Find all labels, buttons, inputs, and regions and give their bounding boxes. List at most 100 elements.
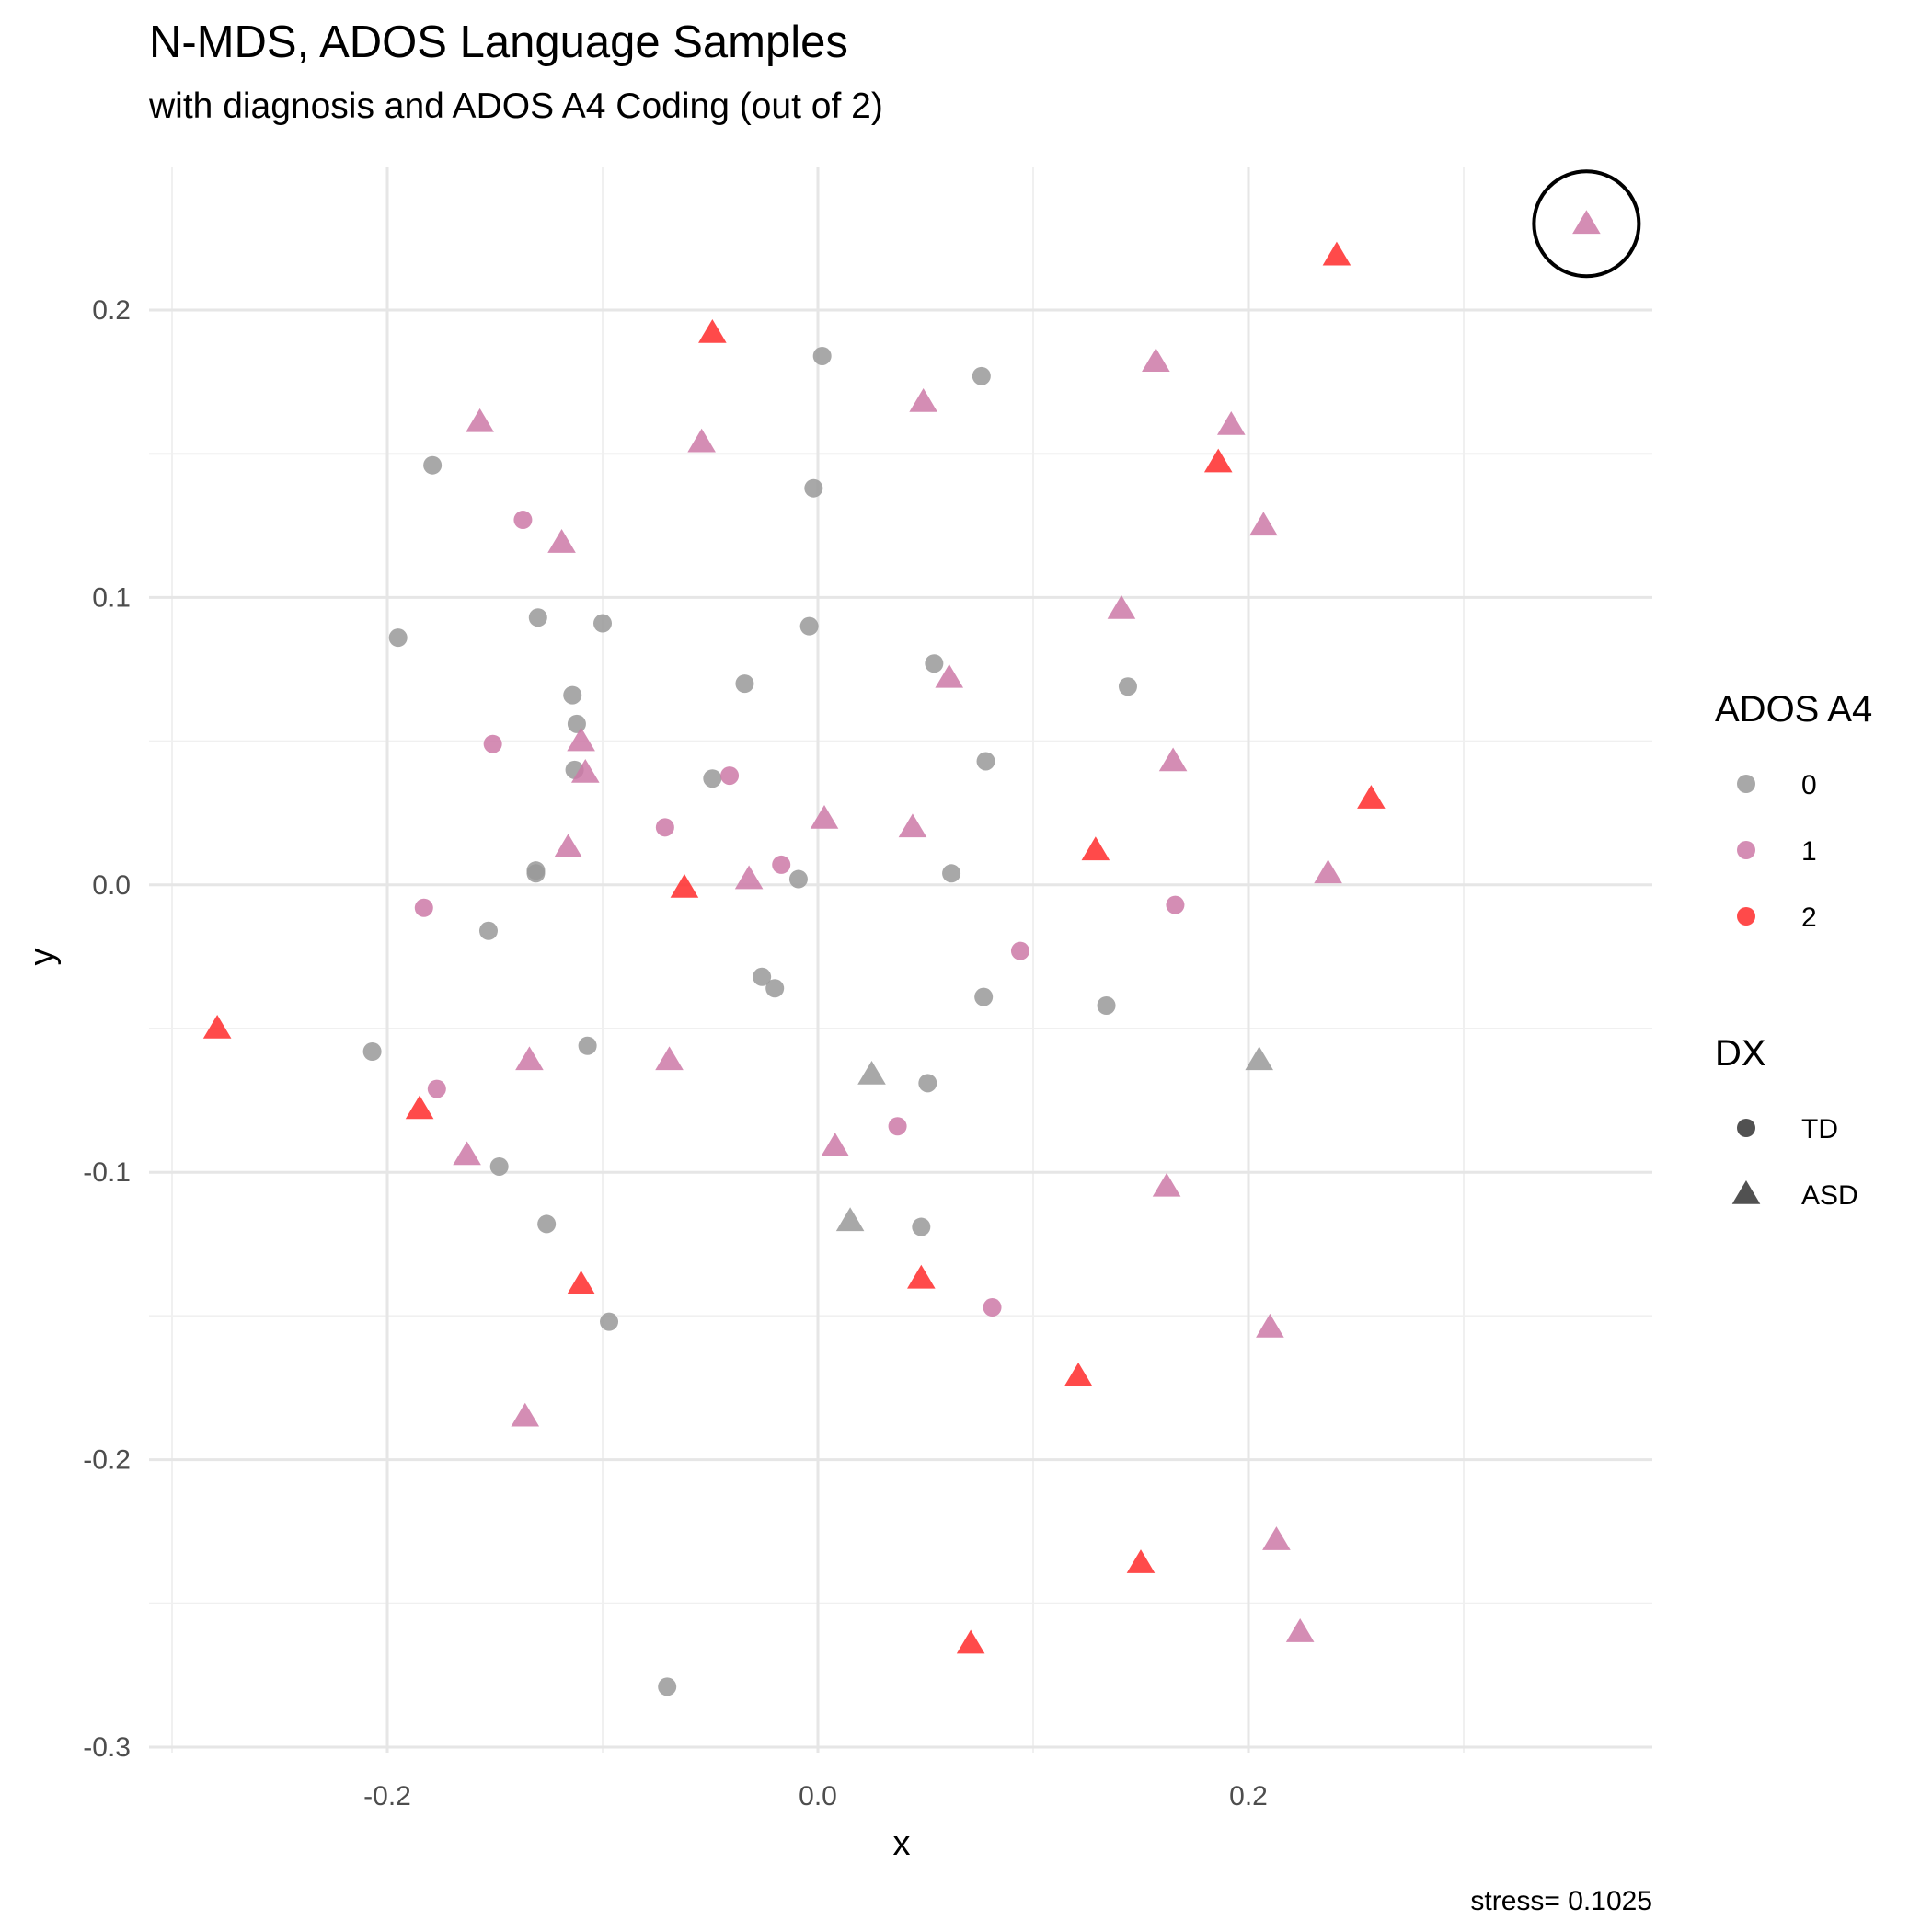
data-point-asd bbox=[734, 865, 764, 890]
data-point-asd bbox=[453, 1141, 481, 1166]
chart-subtitle: with diagnosis and ADOS A4 Coding (out o… bbox=[148, 86, 883, 126]
data-point-asd bbox=[898, 813, 927, 838]
data-point-asd bbox=[907, 1264, 936, 1289]
data-point-td bbox=[513, 511, 533, 530]
data-point-asd bbox=[1285, 1618, 1315, 1642]
data-point-asd bbox=[1357, 785, 1386, 809]
data-point-td bbox=[578, 1036, 597, 1055]
data-point-td bbox=[753, 967, 772, 986]
data-point-td bbox=[765, 979, 785, 998]
data-point-td bbox=[703, 769, 722, 788]
legend: ADOS A4 DX 0 1 2 TD ASD bbox=[1715, 689, 1872, 1211]
y-tick-label: -0.2 bbox=[83, 1445, 131, 1476]
legend-color-label: 2 bbox=[1801, 903, 1817, 933]
data-point-td bbox=[600, 1312, 619, 1331]
data-point-td bbox=[942, 864, 961, 883]
data-point-td bbox=[489, 1156, 509, 1176]
data-point-asd bbox=[935, 663, 964, 688]
x-tick-label: 0.2 bbox=[1229, 1781, 1268, 1811]
data-point-td bbox=[804, 478, 823, 498]
data-point-td bbox=[483, 734, 502, 753]
legend-color-title: ADOS A4 bbox=[1715, 689, 1872, 730]
data-point-asd bbox=[1245, 1046, 1273, 1071]
data-points bbox=[202, 210, 1601, 1696]
data-point-td bbox=[537, 1214, 557, 1234]
data-point-td bbox=[799, 616, 819, 636]
legend-color-label: 1 bbox=[1801, 836, 1817, 867]
highlight-annotation bbox=[1532, 169, 1641, 279]
data-point-td bbox=[888, 1117, 907, 1136]
data-point-td bbox=[1010, 941, 1029, 960]
data-point-td bbox=[593, 614, 612, 633]
data-point-td bbox=[983, 1298, 1002, 1317]
y-tick-label: 0.0 bbox=[92, 870, 131, 901]
data-point-td bbox=[735, 674, 754, 694]
data-point-asd bbox=[810, 804, 839, 829]
data-point-asd bbox=[1262, 1526, 1291, 1550]
legend-color-label: 0 bbox=[1801, 770, 1817, 800]
legend-color-key bbox=[1737, 907, 1755, 926]
data-point-asd bbox=[670, 873, 699, 898]
data-point-td bbox=[423, 455, 443, 475]
data-point-asd bbox=[1142, 348, 1170, 373]
data-point-asd bbox=[1152, 1172, 1181, 1197]
data-point-td bbox=[658, 1677, 677, 1696]
legend-shape-label: ASD bbox=[1801, 1180, 1858, 1211]
data-point-asd bbox=[1322, 241, 1351, 266]
data-point-td bbox=[563, 685, 582, 705]
data-point-asd bbox=[698, 318, 727, 343]
data-point-asd bbox=[1158, 747, 1188, 772]
data-point-asd bbox=[1216, 410, 1246, 435]
data-point-td bbox=[528, 608, 547, 627]
data-point-td bbox=[388, 628, 408, 648]
data-point-asd bbox=[909, 387, 937, 412]
data-point-td bbox=[1166, 895, 1185, 914]
data-point-asd bbox=[1256, 1313, 1284, 1338]
data-point-asd bbox=[567, 1271, 595, 1294]
data-point-td bbox=[925, 654, 944, 673]
data-point-asd bbox=[511, 1402, 540, 1427]
data-point-asd bbox=[405, 1095, 434, 1120]
legend-shape-title: DX bbox=[1715, 1033, 1766, 1074]
data-point-td bbox=[720, 766, 740, 786]
y-tick-label: -0.1 bbox=[83, 1157, 131, 1188]
data-point-asd bbox=[567, 727, 595, 752]
data-point-asd bbox=[1203, 448, 1233, 473]
data-point-asd bbox=[466, 408, 494, 432]
data-point-td bbox=[972, 366, 991, 385]
data-point-asd bbox=[554, 834, 582, 857]
data-point-td bbox=[812, 346, 832, 365]
data-point-td bbox=[1097, 996, 1116, 1016]
plot-grid bbox=[149, 167, 1652, 1753]
data-point-asd bbox=[857, 1060, 886, 1085]
data-point-td bbox=[427, 1079, 446, 1098]
data-point-asd bbox=[835, 1207, 865, 1232]
legend-color-key bbox=[1737, 775, 1755, 793]
data-point-asd bbox=[821, 1133, 850, 1156]
data-point-td bbox=[478, 921, 498, 940]
data-point-td bbox=[526, 864, 546, 883]
data-point-asd bbox=[956, 1629, 985, 1654]
data-point-asd bbox=[1314, 859, 1342, 884]
y-tick-label: -0.3 bbox=[83, 1732, 131, 1763]
data-point-td bbox=[1118, 677, 1137, 696]
data-point-td bbox=[772, 855, 791, 874]
data-point-td bbox=[655, 818, 674, 837]
data-point-td bbox=[567, 714, 586, 733]
data-point-asd bbox=[570, 758, 600, 783]
highlight-circle bbox=[1532, 169, 1641, 279]
y-tick-label: 0.2 bbox=[92, 295, 131, 326]
data-point-asd bbox=[515, 1046, 544, 1071]
data-point-asd bbox=[1107, 594, 1136, 619]
data-point-td bbox=[974, 987, 994, 1006]
x-tick-label: 0.0 bbox=[799, 1781, 837, 1811]
data-point-asd bbox=[1249, 512, 1278, 536]
data-point-asd bbox=[547, 529, 576, 553]
x-axis-title: x bbox=[893, 1824, 911, 1863]
axis-ticks: -0.2 0.0 0.2 -0.3 -0.2 -0.1 0.0 0.1 0.2 bbox=[83, 295, 1268, 1811]
data-point-asd bbox=[202, 1015, 232, 1039]
data-point-td bbox=[976, 752, 995, 771]
data-point-asd bbox=[687, 428, 716, 453]
chart-title: N-MDS, ADOS Language Samples bbox=[149, 17, 848, 67]
data-point-td bbox=[362, 1041, 382, 1061]
